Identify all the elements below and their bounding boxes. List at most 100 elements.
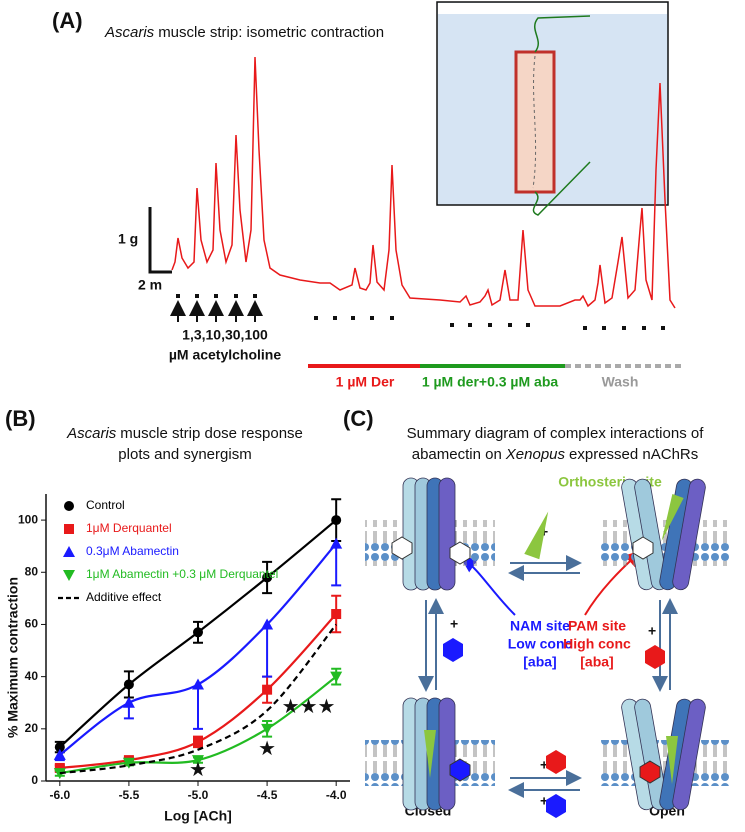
legend-swatch	[63, 570, 75, 581]
y-tick-label: 40	[25, 669, 39, 683]
panel-title: Summary diagram of complex interactions …	[407, 425, 705, 442]
agonist	[666, 736, 678, 784]
pam-label: [aba]	[580, 654, 613, 670]
marker	[330, 537, 343, 549]
aba-hex	[546, 750, 566, 774]
marker	[261, 723, 274, 735]
title-italic: Xenopus	[505, 446, 566, 463]
scale-bar	[148, 207, 172, 274]
subunit	[438, 477, 456, 591]
significance: ★	[258, 738, 276, 760]
panel-a: (A) Ascaris muscle strip: isometric contr…	[52, 1, 682, 390]
treatment: Wash	[602, 374, 639, 390]
error-bar	[331, 543, 342, 587]
plus: +	[450, 616, 458, 632]
marker	[262, 572, 273, 583]
marker	[193, 627, 203, 638]
subunit	[634, 478, 668, 591]
plus: +	[648, 623, 656, 639]
panel-title: Ascaris muscle strip: isometric contracti…	[104, 24, 384, 41]
pam-label: High conc	[563, 636, 631, 652]
error-bar	[262, 624, 273, 678]
aba-hex	[639, 760, 661, 784]
panel-label: (B)	[5, 406, 36, 431]
marker	[54, 762, 65, 773]
marker	[53, 748, 66, 760]
title-text: expressed nAChRs	[569, 446, 698, 463]
legend-label: 1μM Abamectin +0.3 μM Derquantel	[86, 567, 278, 581]
y-tick-label: 60	[25, 617, 39, 631]
dose-unit: µM acetylcholine	[169, 347, 282, 363]
marker	[54, 742, 65, 753]
x-tick-label: -4.0	[326, 788, 347, 802]
y-axis-label: % Maximum contraction	[5, 577, 21, 738]
legend-swatch	[64, 501, 74, 511]
legend-label: 0.3μM Abamectin	[86, 544, 179, 558]
aba-hex	[391, 536, 413, 560]
panel-c: (C) Summary diagram of complex interacti…	[343, 406, 730, 819]
y-tick-label: 100	[18, 512, 38, 526]
legend-swatch	[63, 546, 75, 557]
subunit	[438, 697, 456, 811]
dose-arrows	[170, 300, 263, 322]
aba-hex	[449, 541, 471, 565]
x-tick-label: -5.0	[188, 788, 209, 802]
doses: 1,3,10,30,100	[182, 327, 268, 343]
marker	[262, 684, 273, 695]
marker	[122, 757, 135, 769]
marker	[123, 679, 134, 690]
panel-b: (B) Ascaris muscle strip dose response pl…	[5, 406, 350, 824]
inset-top	[438, 3, 667, 14]
treatment: 1 µM Der	[336, 374, 395, 390]
x-tick-label: -5.5	[119, 788, 140, 802]
marker	[192, 755, 204, 767]
marker	[261, 618, 274, 630]
nam-label: [aba]	[523, 654, 556, 670]
chart-title: Ascaris muscle strip dose response	[66, 425, 303, 442]
application-dots	[176, 294, 665, 330]
transition-arrows	[418, 555, 678, 798]
error-bar	[193, 684, 203, 730]
marker	[331, 515, 342, 526]
aba-hex	[645, 645, 665, 669]
hook	[532, 161, 591, 216]
pam-label: PAM site	[568, 618, 626, 634]
agonist	[424, 730, 436, 778]
plus: +	[540, 793, 548, 809]
y-tick-label: 80	[25, 564, 39, 578]
x-tick-label: -6.0	[49, 788, 70, 802]
nam-label: NAM site	[510, 618, 570, 634]
legend-label: 1μM Derquantel	[86, 521, 172, 535]
y-tick-label: 20	[25, 721, 39, 735]
marker	[330, 671, 343, 683]
marker	[53, 768, 66, 780]
x-tick-label: -4.5	[257, 788, 278, 802]
scale-time: 2 m	[138, 277, 162, 293]
scale-force: 1 g	[118, 231, 138, 247]
aba-hex	[546, 794, 566, 818]
y-tick-label: 0	[31, 773, 38, 787]
plus: +	[540, 757, 548, 773]
nam-label: Low conc	[508, 636, 573, 652]
strip-line	[532, 55, 537, 189]
marker	[193, 736, 203, 747]
marker	[331, 609, 342, 620]
agonist	[524, 511, 549, 560]
significance: ★	[189, 759, 207, 781]
title-text: muscle strip: isometric contraction	[158, 24, 384, 41]
hook	[533, 15, 591, 53]
subunit	[634, 698, 668, 811]
marker	[122, 696, 135, 708]
panel-title: abamectin on Xenopus expressed nAChRs	[412, 446, 699, 463]
legend-label: Control	[86, 498, 125, 512]
legend-swatch	[64, 524, 74, 534]
agonist	[661, 493, 684, 542]
legend-label: Additive effect	[86, 590, 162, 604]
aba-hex	[443, 638, 463, 662]
panel-label: (C)	[343, 406, 374, 431]
nam-arrow	[460, 556, 516, 616]
subunit	[672, 698, 706, 811]
x-axis-label: Log [ACh]	[164, 808, 232, 824]
